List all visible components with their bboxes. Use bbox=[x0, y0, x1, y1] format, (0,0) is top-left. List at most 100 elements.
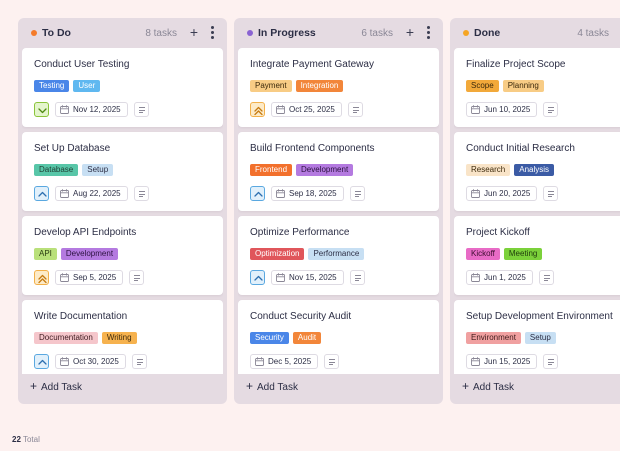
tag-list: Payment Integration bbox=[250, 80, 344, 92]
notes-icon[interactable] bbox=[133, 102, 149, 117]
tag-badge: Kickoff bbox=[466, 248, 500, 260]
tag-badge: Development bbox=[60, 248, 119, 260]
tag-list: Documentation Writing bbox=[34, 332, 137, 344]
plus-icon: + bbox=[30, 379, 38, 393]
notes-icon[interactable] bbox=[349, 186, 365, 201]
task-title: Optimize Performance bbox=[250, 227, 350, 238]
due-date-button[interactable]: Jun 1, 2025 bbox=[466, 270, 533, 285]
tag-list: Kickoff Meeting bbox=[466, 248, 543, 260]
notes-icon[interactable] bbox=[538, 270, 554, 285]
tag-badge: Research bbox=[466, 164, 511, 176]
tag-list: Database Setup bbox=[34, 164, 114, 176]
due-date: Dec 5, 2025 bbox=[268, 357, 312, 366]
task-card[interactable]: Integrate Payment Gateway Payment Integrat… bbox=[238, 48, 439, 127]
due-date-button[interactable]: Dec 5, 2025 bbox=[250, 354, 319, 369]
tag-list: Optimization Performance bbox=[250, 248, 365, 260]
priority-button[interactable] bbox=[250, 270, 265, 285]
task-title: Conduct User Testing bbox=[34, 59, 130, 70]
kebab-icon[interactable] bbox=[424, 25, 434, 41]
card-meta: Jun 10, 2025 bbox=[466, 102, 559, 117]
kebab-icon[interactable] bbox=[208, 25, 218, 41]
notes-icon[interactable] bbox=[349, 270, 365, 285]
calendar-icon bbox=[60, 189, 69, 198]
calendar-icon bbox=[60, 105, 69, 114]
column-task-count: 6 tasks bbox=[361, 28, 393, 39]
tag-badge: Documentation bbox=[34, 332, 98, 344]
tag-badge: Database bbox=[34, 164, 79, 176]
add-task-label: Add Task bbox=[257, 382, 298, 393]
plus-icon: + bbox=[462, 379, 470, 393]
plus-icon[interactable]: + bbox=[405, 24, 414, 40]
task-card[interactable]: Project Kickoff Kickoff Meeting Jun 1, 2025 bbox=[454, 216, 620, 295]
total-label: Total bbox=[22, 435, 40, 444]
due-date: Nov 12, 2025 bbox=[73, 105, 121, 114]
tag-badge: Audit bbox=[292, 332, 322, 344]
notes-icon[interactable] bbox=[543, 186, 559, 201]
column-title: Done bbox=[474, 27, 501, 39]
task-card[interactable]: Setup Development Environment Environment… bbox=[454, 300, 620, 374]
notes-icon[interactable] bbox=[543, 354, 559, 369]
due-date-button[interactable]: Nov 15, 2025 bbox=[271, 270, 344, 285]
card-meta: Sep 5, 2025 bbox=[34, 270, 145, 285]
due-date: Jun 20, 2025 bbox=[484, 189, 531, 198]
due-date-button[interactable]: Sep 18, 2025 bbox=[271, 186, 344, 201]
add-task-button[interactable]: + Add Task bbox=[30, 379, 82, 393]
task-title: Setup Development Environment bbox=[466, 311, 613, 322]
column-task-count: 8 tasks bbox=[145, 28, 177, 39]
task-card[interactable]: Finalize Project Scope Scope Planning Jun 1… bbox=[454, 48, 620, 127]
add-task-button[interactable]: + Add Task bbox=[246, 379, 298, 393]
tag-list: Security Audit bbox=[250, 332, 322, 344]
due-date-button[interactable]: Sep 5, 2025 bbox=[55, 270, 124, 285]
task-card[interactable]: Develop API Endpoints API Development Sep 5… bbox=[22, 216, 223, 295]
tag-badge: API bbox=[34, 248, 57, 260]
add-task-button[interactable]: + Add Task bbox=[462, 379, 514, 393]
priority-button[interactable] bbox=[34, 354, 49, 369]
task-title: Conduct Security Audit bbox=[250, 311, 352, 322]
due-date: Nov 15, 2025 bbox=[289, 273, 337, 282]
due-date-button[interactable]: Oct 25, 2025 bbox=[271, 102, 342, 117]
card-meta: Nov 15, 2025 bbox=[250, 270, 365, 285]
tag-badge: Environment bbox=[466, 332, 521, 344]
due-date-button[interactable]: Aug 22, 2025 bbox=[55, 186, 128, 201]
task-card[interactable]: Conduct Initial Research Research Analysis… bbox=[454, 132, 620, 211]
notes-icon[interactable] bbox=[324, 354, 340, 369]
tag-badge: Analysis bbox=[514, 164, 555, 176]
priority-button[interactable] bbox=[34, 270, 49, 285]
due-date-button[interactable]: Jun 20, 2025 bbox=[466, 186, 538, 201]
card-meta: Jun 20, 2025 bbox=[466, 186, 559, 201]
notes-icon[interactable] bbox=[543, 102, 559, 117]
task-card[interactable]: Optimize Performance Optimization Performa… bbox=[238, 216, 439, 295]
due-date: Jun 10, 2025 bbox=[484, 105, 531, 114]
task-card[interactable]: Conduct User Testing Testing User Nov 12, 2… bbox=[22, 48, 223, 127]
notes-icon[interactable] bbox=[129, 270, 145, 285]
task-title: Project Kickoff bbox=[466, 227, 530, 238]
task-card[interactable]: Set Up Database Database Setup Aug 22, 2025 bbox=[22, 132, 223, 211]
task-card[interactable]: Write Documentation Documentation Writing O… bbox=[22, 300, 223, 374]
priority-button[interactable] bbox=[34, 186, 49, 201]
calendar-icon bbox=[60, 273, 69, 282]
tag-badge: Setup bbox=[82, 164, 114, 176]
due-date-button[interactable]: Jun 15, 2025 bbox=[466, 354, 538, 369]
priority-button[interactable] bbox=[250, 102, 265, 117]
priority-button[interactable] bbox=[34, 102, 49, 117]
due-date-button[interactable]: Oct 30, 2025 bbox=[55, 354, 126, 369]
card-list: Conduct User Testing Testing User Nov 12, 2… bbox=[22, 48, 223, 374]
due-date: Oct 30, 2025 bbox=[73, 357, 119, 366]
task-card[interactable]: Conduct Security Audit Security Audit Dec 5… bbox=[238, 300, 439, 374]
due-date-button[interactable]: Jun 10, 2025 bbox=[466, 102, 538, 117]
tag-badge: Setup bbox=[524, 332, 556, 344]
due-date-button[interactable]: Nov 12, 2025 bbox=[55, 102, 128, 117]
due-date: Sep 18, 2025 bbox=[289, 189, 337, 198]
task-title: Set Up Database bbox=[34, 143, 111, 154]
notes-icon[interactable] bbox=[133, 186, 149, 201]
plus-icon[interactable]: + bbox=[189, 24, 198, 40]
total-count: 22 bbox=[12, 435, 21, 444]
card-meta: Oct 30, 2025 bbox=[34, 354, 147, 369]
notes-icon[interactable] bbox=[131, 354, 147, 369]
card-list: Integrate Payment Gateway Payment Integrat… bbox=[238, 48, 439, 374]
priority-button[interactable] bbox=[250, 186, 265, 201]
column-in-progress: In Progress 6 tasks + Integrate Payment Gat… bbox=[234, 18, 443, 404]
task-card[interactable]: Build Frontend Components Frontend Develop… bbox=[238, 132, 439, 211]
notes-icon[interactable] bbox=[347, 102, 363, 117]
